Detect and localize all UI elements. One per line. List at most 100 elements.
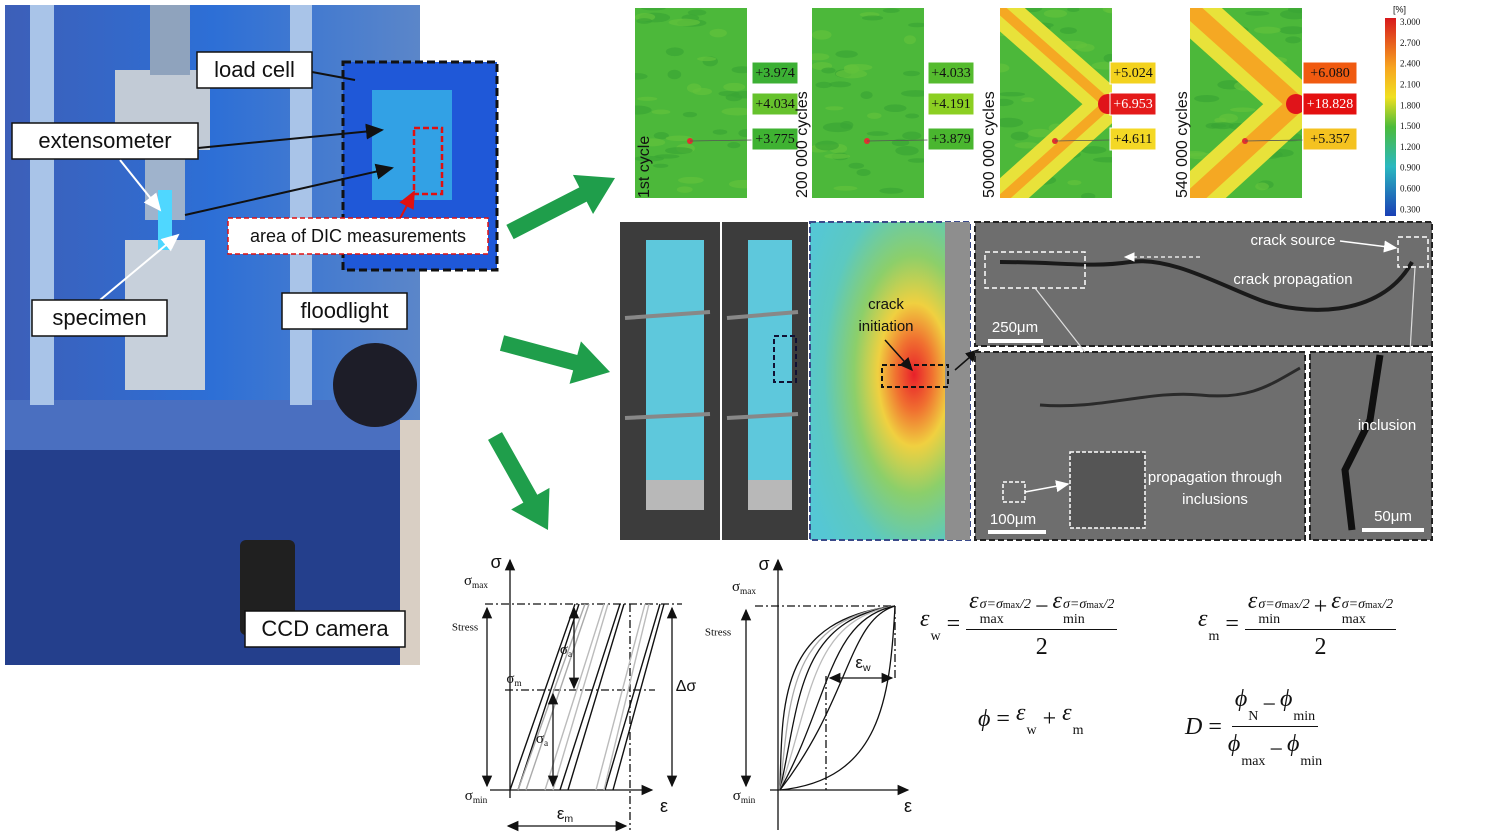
texture [682, 111, 698, 118]
value-label: +18.828 [1307, 97, 1353, 112]
texture [1000, 91, 1026, 97]
formula-symbol: 2 [1035, 634, 1048, 660]
formula-subscript: m [1072, 723, 1084, 738]
map-label: 540 000 cycles [1174, 91, 1191, 198]
formula-scripts: min [1300, 741, 1322, 769]
curve [779, 605, 896, 791]
formula-base: ϕ [1286, 731, 1300, 757]
formula-base: ε [1062, 700, 1072, 726]
formula-equals: = [1225, 611, 1239, 637]
formula-denominator: ϕ max − ϕ min [1228, 727, 1322, 769]
texture [1287, 8, 1302, 14]
probe [689, 139, 753, 142]
texture [709, 28, 727, 38]
formula-term: ϕ max [1228, 731, 1266, 769]
load-cell-box [196, 51, 313, 89]
formula-scripts: N [1248, 696, 1258, 724]
formula-symbol: − [1034, 594, 1049, 620]
texture [687, 9, 707, 16]
texture [900, 90, 924, 97]
map-label: 200 000 cycles [794, 91, 811, 198]
texture [821, 67, 836, 74]
formula-scripts: σ=σmax/2 max [1342, 598, 1393, 627]
texture [883, 104, 907, 113]
value-label: +6.953 [1113, 97, 1152, 112]
strain-map [812, 8, 924, 198]
formula-superscript [1026, 710, 1036, 724]
texture [891, 138, 910, 147]
formula-base: ε [969, 588, 979, 614]
green-arrow [499, 335, 610, 384]
texture [696, 56, 717, 62]
curve [779, 605, 896, 791]
formula-symbol: ϕ [978, 705, 991, 732]
texture [728, 179, 747, 189]
sup-sub: max [1365, 600, 1383, 611]
colorbar [1385, 18, 1396, 216]
formula-term: ε w [1016, 700, 1037, 738]
value-box [927, 61, 975, 85]
scale-label: 100μm [990, 511, 1036, 528]
texture [1000, 98, 1014, 107]
sup-part: /2 [1382, 597, 1394, 612]
texture [903, 35, 916, 45]
formula-symbol: − [1262, 691, 1276, 718]
colorbar-tick: 0.300 [1400, 204, 1421, 214]
scale-bar [988, 530, 1046, 534]
texture [840, 121, 854, 129]
specimen-box [31, 299, 168, 337]
formula-superscript: σ=σmax/2 [980, 598, 1031, 613]
formula-scripts: w [1026, 710, 1036, 738]
texture [678, 176, 704, 184]
formula-phi: ϕ = ε w + ε m [978, 700, 1083, 738]
formula-scripts: max [1241, 741, 1265, 769]
texture [1092, 157, 1112, 163]
formula-term: ε m [1062, 700, 1083, 738]
texture [1091, 61, 1112, 70]
formula-scripts: w [930, 616, 940, 644]
sup-sub: max [1086, 600, 1104, 611]
texture [835, 69, 868, 79]
formula-strain-width: ε w = ε σ=σmax/2 max − ε σ=σmax/2 min 2 [920, 588, 1118, 661]
pointer [1339, 240, 1398, 253]
formula-subscript: min [1258, 612, 1281, 627]
strain-width-label: εw [855, 653, 871, 673]
inclusion-label: inclusion [1358, 417, 1416, 434]
formula-symbol: + [1313, 594, 1328, 620]
sem-image [974, 221, 1433, 347]
loop [595, 603, 650, 791]
formula-superscript [1248, 696, 1258, 710]
max-label: σmax [464, 573, 488, 591]
texture [676, 186, 693, 193]
x-axis-label: ε [904, 796, 912, 816]
texture [1059, 27, 1077, 35]
stress-label: Stress [705, 627, 731, 639]
formula-scripts: m [1208, 616, 1219, 644]
formula-equals: = [1208, 714, 1222, 740]
strain-mean-label: εm [557, 804, 574, 824]
formula-lhs: D [1185, 714, 1202, 741]
value-box [1302, 92, 1358, 116]
value-box [1302, 127, 1358, 151]
formula-lhs: ε m [1198, 606, 1219, 644]
texture [665, 135, 693, 142]
texture [1103, 53, 1112, 63]
texture [1102, 8, 1112, 13]
colorbar-tick: 2.700 [1400, 38, 1421, 48]
formula-subscript: max [1241, 754, 1266, 769]
colorbar-tick: 1.800 [1400, 100, 1421, 110]
crack-path [999, 259, 1414, 312]
texture [856, 168, 871, 176]
texture [667, 69, 682, 80]
loop [559, 603, 625, 791]
formula-base: ε [920, 605, 930, 632]
dic-area-label-box [227, 217, 489, 255]
texture [1279, 26, 1302, 35]
min-label: σmin [465, 788, 488, 806]
y-axis-label: σ [758, 554, 769, 574]
stress-label: Stress [452, 622, 478, 634]
curve [779, 605, 896, 791]
texture [637, 96, 658, 101]
texture [1000, 117, 1024, 128]
formula-term: ε σ=σmax/2 max [1331, 588, 1393, 627]
